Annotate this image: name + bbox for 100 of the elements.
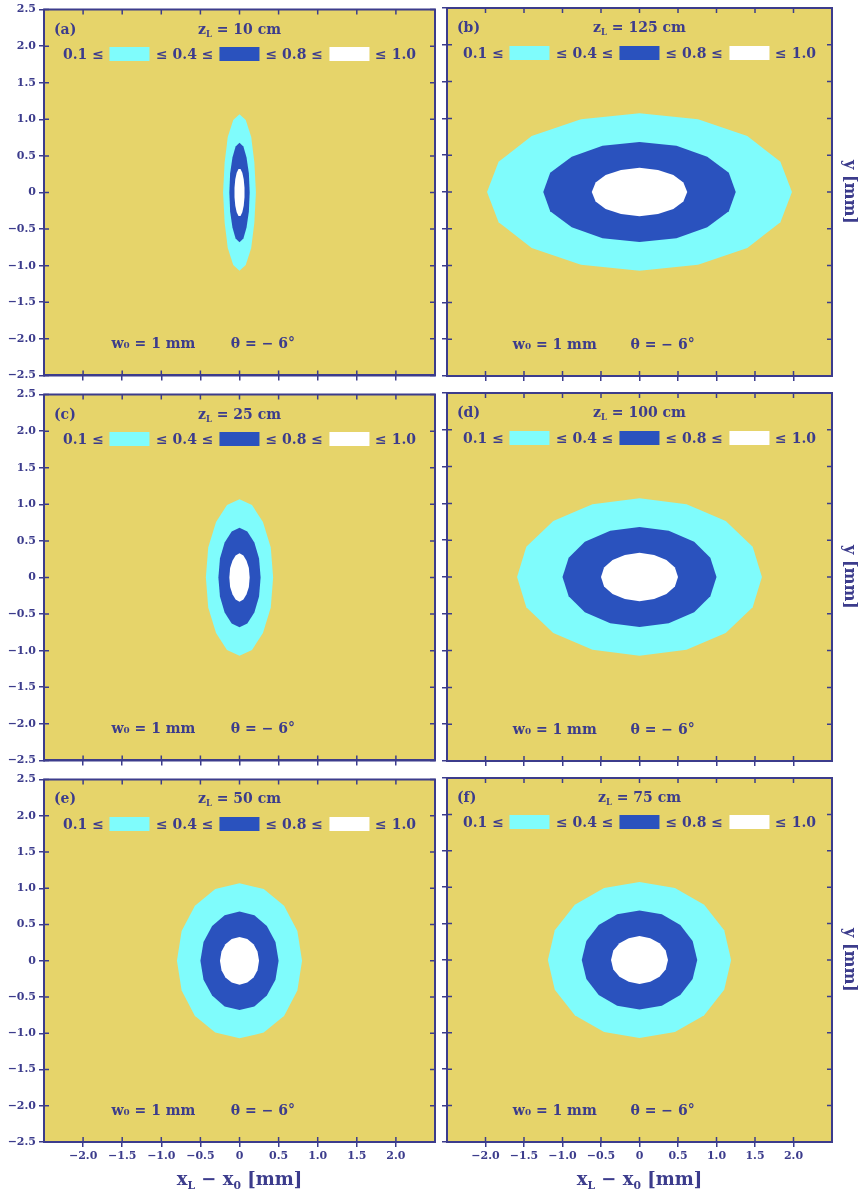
y-axis-title: y [mm] <box>840 928 860 992</box>
x-tick-label: −0.5 <box>186 1149 215 1163</box>
x-tick-label: 0 <box>235 1149 244 1163</box>
x-tick-label: 2.0 <box>783 1149 804 1163</box>
annotation: (d) <box>457 404 481 421</box>
y-tick-label: 2.5 <box>16 772 36 786</box>
y-tick-label: 2.0 <box>16 808 37 822</box>
y-tick-label: −2.0 <box>7 331 37 345</box>
y-tick-label: −2.5 <box>7 368 36 382</box>
annotation: ≤ 1.0 <box>375 431 417 448</box>
x-axis-title: x$_{L}$ − x$_{0}$ [mm] <box>176 1168 303 1192</box>
y-tick-label: 0.5 <box>16 533 36 547</box>
y-tick-label: −1.5 <box>7 680 36 694</box>
y-tick-label: −2.5 <box>7 1134 36 1148</box>
x-tick-label: −2.0 <box>471 1149 501 1163</box>
annotation: (c) <box>54 405 76 422</box>
text: z$_{L}$ = 75 cm <box>597 788 682 809</box>
y-tick-label: 1.5 <box>16 844 36 858</box>
legend-label: ≤ 0.4 ≤ <box>155 46 214 63</box>
x-tick-label: −1.5 <box>108 1149 137 1163</box>
y-tick-label: −1.0 <box>7 1026 37 1040</box>
legend-label: ≤ 0.4 ≤ <box>155 431 214 448</box>
x-tick-label: −1.0 <box>147 1149 176 1163</box>
annotation: ≤ 1.0 <box>775 814 817 831</box>
y-tick-label: −0.5 <box>7 221 36 235</box>
annotation: ≤ 1.0 <box>775 44 817 61</box>
legend-label: ≤ 0.8 ≤ <box>265 815 324 832</box>
y-tick-label: −1.5 <box>7 1062 36 1076</box>
y-tick-label: 2.0 <box>16 424 37 438</box>
annotation: θ = − 6° <box>230 335 296 352</box>
legend-label: 0.1 ≤ <box>62 815 104 832</box>
y-tick-label: 1.5 <box>16 460 36 474</box>
annotation: (a) <box>54 20 77 37</box>
y-tick-label: −2.0 <box>7 1098 37 1112</box>
legend-label: ≤ 0.4 ≤ <box>155 815 214 832</box>
y-tick-label: 2.5 <box>16 387 36 401</box>
y-tick-label: 0 <box>28 570 37 584</box>
annotation: (b) <box>457 19 481 36</box>
y-tick-label: 1.0 <box>16 112 37 126</box>
annotation: θ = − 6° <box>630 720 695 737</box>
y-axis-title: y [mm] <box>840 545 860 609</box>
legend-label: ≤ 0.8 ≤ <box>665 429 724 446</box>
legend-label: 0.1 ≤ <box>462 44 504 61</box>
annotation: θ = − 6° <box>630 1101 695 1118</box>
legend-label: ≤ 0.4 ≤ <box>555 814 614 831</box>
x-tick-label: −1.0 <box>548 1149 578 1163</box>
x-axis-title: x$_{L}$ − x$_{0}$ [mm] <box>576 1168 703 1192</box>
y-tick-label: 1.5 <box>16 75 36 89</box>
legend-label: 0.1 ≤ <box>62 46 104 63</box>
y-tick-label: 2.5 <box>16 2 36 16</box>
text: z$_{L}$ = 25 cm <box>197 405 282 426</box>
y-tick-label: −0.5 <box>7 989 36 1003</box>
y-tick-label: −1.5 <box>7 295 36 309</box>
annotation: θ = − 6° <box>630 335 695 352</box>
y-tick-label: 0 <box>28 953 37 967</box>
annotation: (f) <box>457 788 477 805</box>
legend-label: 0.1 ≤ <box>62 431 104 448</box>
y-tick-label: 1.0 <box>16 497 37 511</box>
annotation: w₀ = 1 mm <box>111 720 196 737</box>
x-tick-label: −0.5 <box>586 1149 616 1163</box>
annotation: ≤ 1.0 <box>375 46 417 63</box>
legend-label: ≤ 0.8 ≤ <box>265 46 324 63</box>
legend-label: ≤ 0.8 ≤ <box>665 44 724 61</box>
annotation: ≤ 1.0 <box>375 815 417 832</box>
x-tick-label: 0.5 <box>269 1149 289 1163</box>
x-tick-label: 2.0 <box>386 1149 406 1163</box>
legend-label: ≤ 0.4 ≤ <box>555 44 614 61</box>
legend-label: ≤ 0.8 ≤ <box>665 814 724 831</box>
annotation: ≤ 1.0 <box>775 429 817 446</box>
annotation: w₀ = 1 mm <box>111 335 196 352</box>
x-tick-label: −1.5 <box>509 1149 539 1163</box>
y-tick-label: 0 <box>28 185 37 199</box>
x-tick-label: 1.5 <box>745 1149 765 1163</box>
x-tick-label: 0.5 <box>668 1149 688 1163</box>
x-tick-label: 0 <box>635 1149 644 1163</box>
annotation: w₀ = 1 mm <box>512 335 597 352</box>
legend-label: 0.1 ≤ <box>462 814 504 831</box>
x-tick-label: 1.0 <box>706 1149 727 1163</box>
y-tick-label: −2.5 <box>7 753 36 767</box>
y-tick-label: −0.5 <box>7 606 36 620</box>
annotation: w₀ = 1 mm <box>111 1102 196 1119</box>
annotation: w₀ = 1 mm <box>512 720 597 737</box>
annotation: w₀ = 1 mm <box>512 1101 597 1118</box>
y-tick-label: 1.0 <box>16 881 37 895</box>
x-tick-label: −2.0 <box>68 1149 98 1163</box>
legend-label: ≤ 0.4 ≤ <box>555 429 614 446</box>
y-axis-title: y [mm] <box>840 160 860 224</box>
x-tick-label: 1.0 <box>308 1149 328 1163</box>
text: z$_{L}$ = 10 cm <box>197 20 282 41</box>
y-tick-label: 0.5 <box>16 917 36 931</box>
annotation: θ = − 6° <box>230 720 296 737</box>
annotation: (e) <box>54 790 77 807</box>
text: z$_{L}$ = 50 cm <box>197 790 282 811</box>
y-tick-label: 0.5 <box>16 148 36 162</box>
text: z$_{L}$ = 125 cm <box>593 19 686 39</box>
legend-label: 0.1 ≤ <box>462 429 504 446</box>
text: z$_{L}$ = 100 cm <box>593 404 686 424</box>
annotation: θ = − 6° <box>230 1102 296 1119</box>
x-tick-label: 1.5 <box>347 1149 367 1163</box>
y-tick-label: −1.0 <box>7 643 37 657</box>
